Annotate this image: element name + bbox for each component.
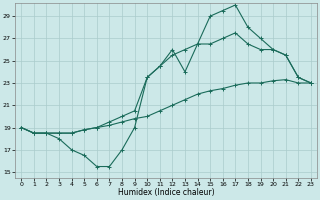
X-axis label: Humidex (Indice chaleur): Humidex (Indice chaleur) <box>118 188 214 197</box>
